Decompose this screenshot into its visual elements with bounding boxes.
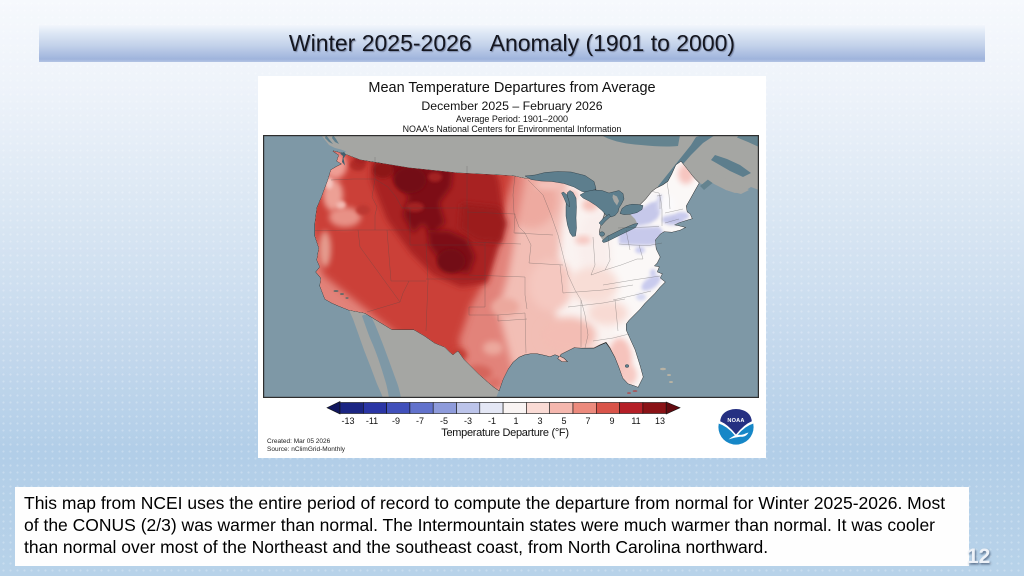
svg-text:NOAA: NOAA xyxy=(727,418,744,424)
